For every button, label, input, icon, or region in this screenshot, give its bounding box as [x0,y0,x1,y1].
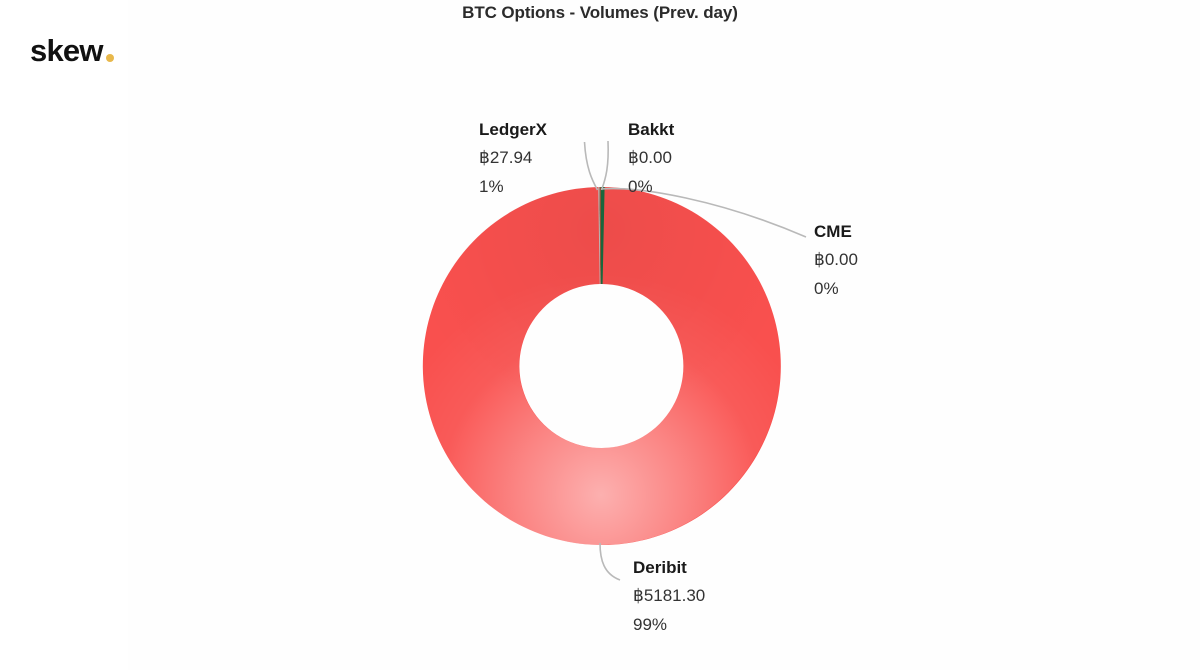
pie-label-bakkt-name: Bakkt [628,120,675,139]
pie-label-ledgerx: LedgerX ฿27.94 1% [479,116,547,201]
pie-label-cme-percent: 0% [814,279,839,298]
pie-label-ledgerx-percent: 1% [479,177,504,196]
pie-label-bakkt-percent: 0% [628,177,653,196]
pie-label-cme: CME ฿0.00 0% [814,218,858,303]
pie-label-ledgerx-value: ฿27.94 [479,148,533,167]
logo-wordmark: skew [30,33,103,68]
pie-label-ledgerx-name: LedgerX [479,120,548,139]
pie-label-deribit-percent: 99% [633,615,668,634]
logo-dot-icon [105,54,114,62]
pie-label-deribit-name: Deribit [633,558,687,577]
pie-label-cme-name: CME [814,222,852,241]
page-title: BTC Options - Volumes (Prev. day) [462,3,738,22]
pie-label-deribit-value: ฿5181.30 [633,586,706,605]
pie-label-cme-value: ฿0.00 [814,250,858,269]
pie-label-deribit: Deribit ฿5181.30 99% [633,554,705,639]
skew-logo: skew [30,30,114,66]
pie-label-bakkt: Bakkt ฿0.00 0% [628,116,674,201]
pie-label-bakkt-value: ฿0.00 [628,148,672,167]
